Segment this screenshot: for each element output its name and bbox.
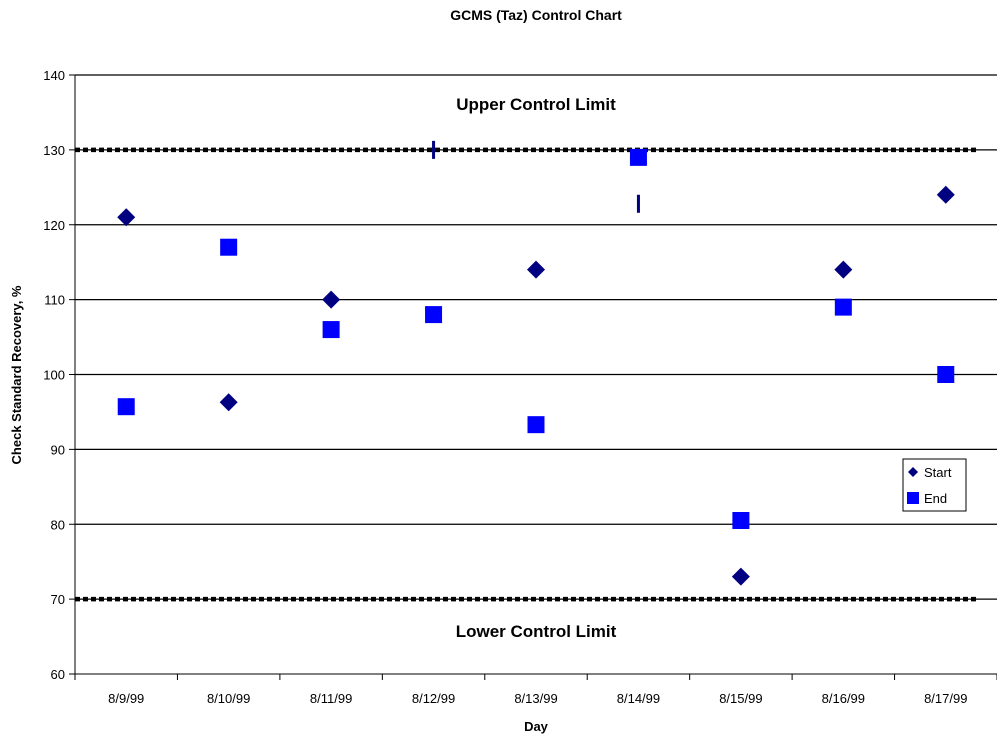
y-tick-label-140: 140 [43, 68, 65, 83]
point-start-2 [322, 290, 341, 309]
point-end-6 [732, 512, 750, 530]
axes [69, 74, 997, 680]
control-limit-label-1: Lower Control Limit [456, 622, 617, 641]
point-start-3 [432, 140, 436, 159]
x-axis-label: Day [524, 719, 549, 734]
x-tick-label-8: 8/17/99 [924, 691, 967, 706]
legend-marker-end [907, 492, 919, 504]
point-start-6 [731, 567, 750, 586]
point-end-2 [322, 321, 340, 339]
point-start-0 [117, 208, 136, 227]
point-end-3 [425, 306, 443, 324]
x-tick-label-0: 8/9/99 [108, 691, 144, 706]
point-start-7 [834, 260, 853, 279]
point-start-5 [636, 194, 640, 213]
x-tick-label-6: 8/15/99 [719, 691, 762, 706]
data-points [117, 140, 955, 586]
x-tick-label-7: 8/16/99 [822, 691, 865, 706]
point-start-1 [219, 393, 238, 412]
x-tick-label-3: 8/12/99 [412, 691, 455, 706]
legend-label-end: End [924, 491, 947, 506]
y-tick-label-130: 130 [43, 143, 65, 158]
y-tick-labels: 60 70 80 90 100 110 120 130 140 [43, 68, 65, 682]
point-end-0 [117, 398, 135, 416]
y-axis-label: Check Standard Recovery, % [9, 285, 24, 464]
chart-title: GCMS (Taz) Control Chart [450, 7, 622, 23]
x-tick-labels: 8/9/99 8/10/99 8/11/99 8/12/99 8/13/99 8/14/9… [108, 691, 967, 706]
y-tick-label-80: 80 [51, 517, 65, 532]
control-limits: Upper Control Limit Lower Control Limit [75, 95, 977, 641]
point-end-5 [629, 148, 647, 166]
x-tick-label-5: 8/14/99 [617, 691, 660, 706]
point-end-4 [527, 416, 545, 434]
x-tick-label-1: 8/10/99 [207, 691, 250, 706]
y-tick-label-120: 120 [43, 218, 65, 233]
point-start-4 [527, 260, 545, 279]
point-end-7 [834, 298, 852, 316]
y-tick-label-100: 100 [43, 368, 65, 383]
y-tick-label-110: 110 [44, 293, 65, 308]
y-tick-label-90: 90 [51, 442, 65, 457]
point-start-8 [936, 185, 955, 204]
gridlines [75, 74, 997, 600]
point-end-1 [220, 238, 238, 256]
x-tick-label-4: 8/13/99 [514, 691, 557, 706]
y-tick-label-70: 70 [51, 592, 65, 607]
point-end-8 [937, 366, 955, 383]
legend: Start End [902, 458, 967, 512]
legend-marker-start [908, 467, 918, 477]
y-tick-label-60: 60 [51, 667, 65, 682]
legend-label-start: Start [924, 465, 952, 480]
control-limit-label-0: Upper Control Limit [456, 95, 616, 114]
x-tick-label-2: 8/11/99 [310, 691, 352, 706]
